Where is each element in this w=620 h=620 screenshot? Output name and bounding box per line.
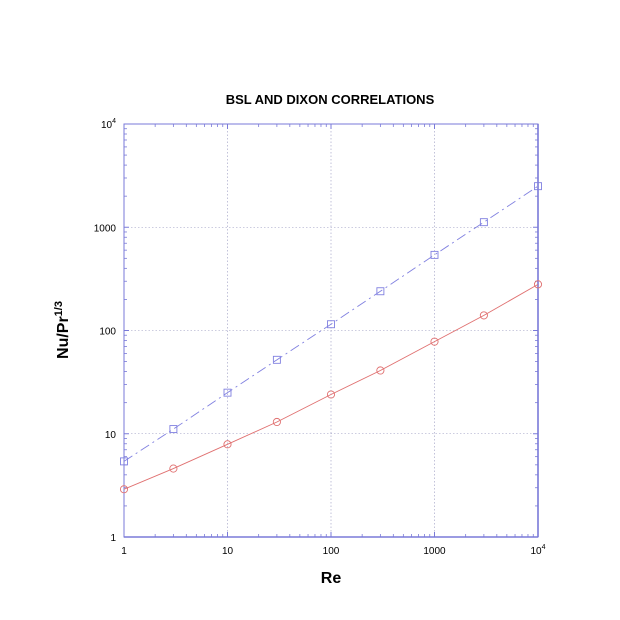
- series-1-point: [376, 287, 385, 296]
- series-2-point: [119, 485, 129, 494]
- series-1-point: [479, 218, 488, 227]
- x-tick-label: 1: [121, 546, 127, 557]
- x-tick-label: 100: [323, 546, 340, 557]
- series-1-point: [120, 457, 128, 466]
- series-2-point: [479, 311, 488, 320]
- series-1-point: [169, 425, 178, 434]
- series-1-line: [123, 185, 539, 462]
- y-axis-ticks: 1 10 100 1000 104: [94, 118, 538, 544]
- y-axis-label-base: Nu/Pr: [55, 316, 72, 359]
- series-2-point: [326, 390, 336, 399]
- series-1-point: [272, 355, 281, 364]
- series-2-point: [169, 464, 178, 473]
- series-2-point: [272, 417, 281, 427]
- series-1-point: [223, 388, 232, 397]
- x-tick-label: 104: [530, 544, 545, 557]
- chart-title: BSL AND DIXON CORRELATIONS: [226, 92, 435, 107]
- y-tick-label: 1: [110, 533, 116, 544]
- x-tick-label: 10: [222, 546, 234, 557]
- x-axis-ticks: 1 10 100 1000 104: [121, 124, 546, 557]
- series-2: [119, 280, 543, 494]
- series-1-point: [534, 182, 542, 191]
- series-2-point: [376, 366, 385, 375]
- x-axis-label: Re: [321, 570, 342, 587]
- series-layer: [119, 182, 543, 494]
- series-1-point: [327, 320, 335, 329]
- grid: [124, 124, 538, 537]
- series-1-point: [430, 250, 439, 259]
- series-2-line: [123, 283, 539, 490]
- y-axis-label-exponent: 1/3: [53, 301, 65, 316]
- y-axis-label: Nu/Pr1/3: [53, 301, 72, 359]
- x-tick-label: 1000: [423, 546, 446, 557]
- y-tick-label: 1000: [94, 223, 117, 234]
- y-tick-label: 104: [101, 118, 116, 131]
- y-tick-label: 10: [105, 430, 117, 441]
- series-2-point: [533, 280, 543, 289]
- series-2-point: [430, 337, 439, 346]
- y-tick-label: 100: [99, 327, 116, 338]
- series-2-point: [223, 440, 232, 449]
- series-1: [120, 182, 542, 466]
